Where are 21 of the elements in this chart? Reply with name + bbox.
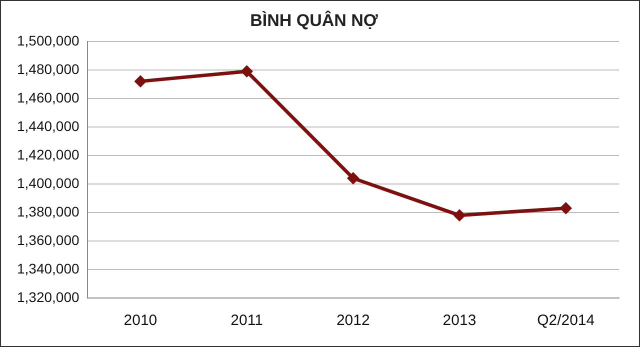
y-tick-label: 1,460,000 [16,89,80,106]
point [453,209,466,222]
y-tick-label: 1,380,000 [16,203,80,220]
point [240,65,253,78]
x-tick-label: 2010 [124,312,158,330]
y-tick-label: 1,500,000 [16,32,80,48]
x-tick-label: 2012 [336,312,370,330]
y-tick-label: 1,340,000 [16,260,80,276]
chart-title: BÌNH QUÂN NỢ [250,10,378,30]
point [134,75,146,88]
y-tick-label: 1,320,000 [16,288,80,305]
y-tick-label: 1,480,000 [16,60,80,77]
y-tick-label: 1,440,000 [16,118,80,134]
point [347,172,360,184]
x-tick-label: 2011 [230,312,263,330]
x-tick-label: 2013 [442,312,476,330]
y-tick-label: 1,400,000 [16,174,80,191]
y-tick-label: 1,420,000 [16,146,80,162]
y-tick-label: 1,360,000 [16,232,80,248]
point [560,202,572,214]
x-tick-label: Q2/2014 [537,312,595,330]
